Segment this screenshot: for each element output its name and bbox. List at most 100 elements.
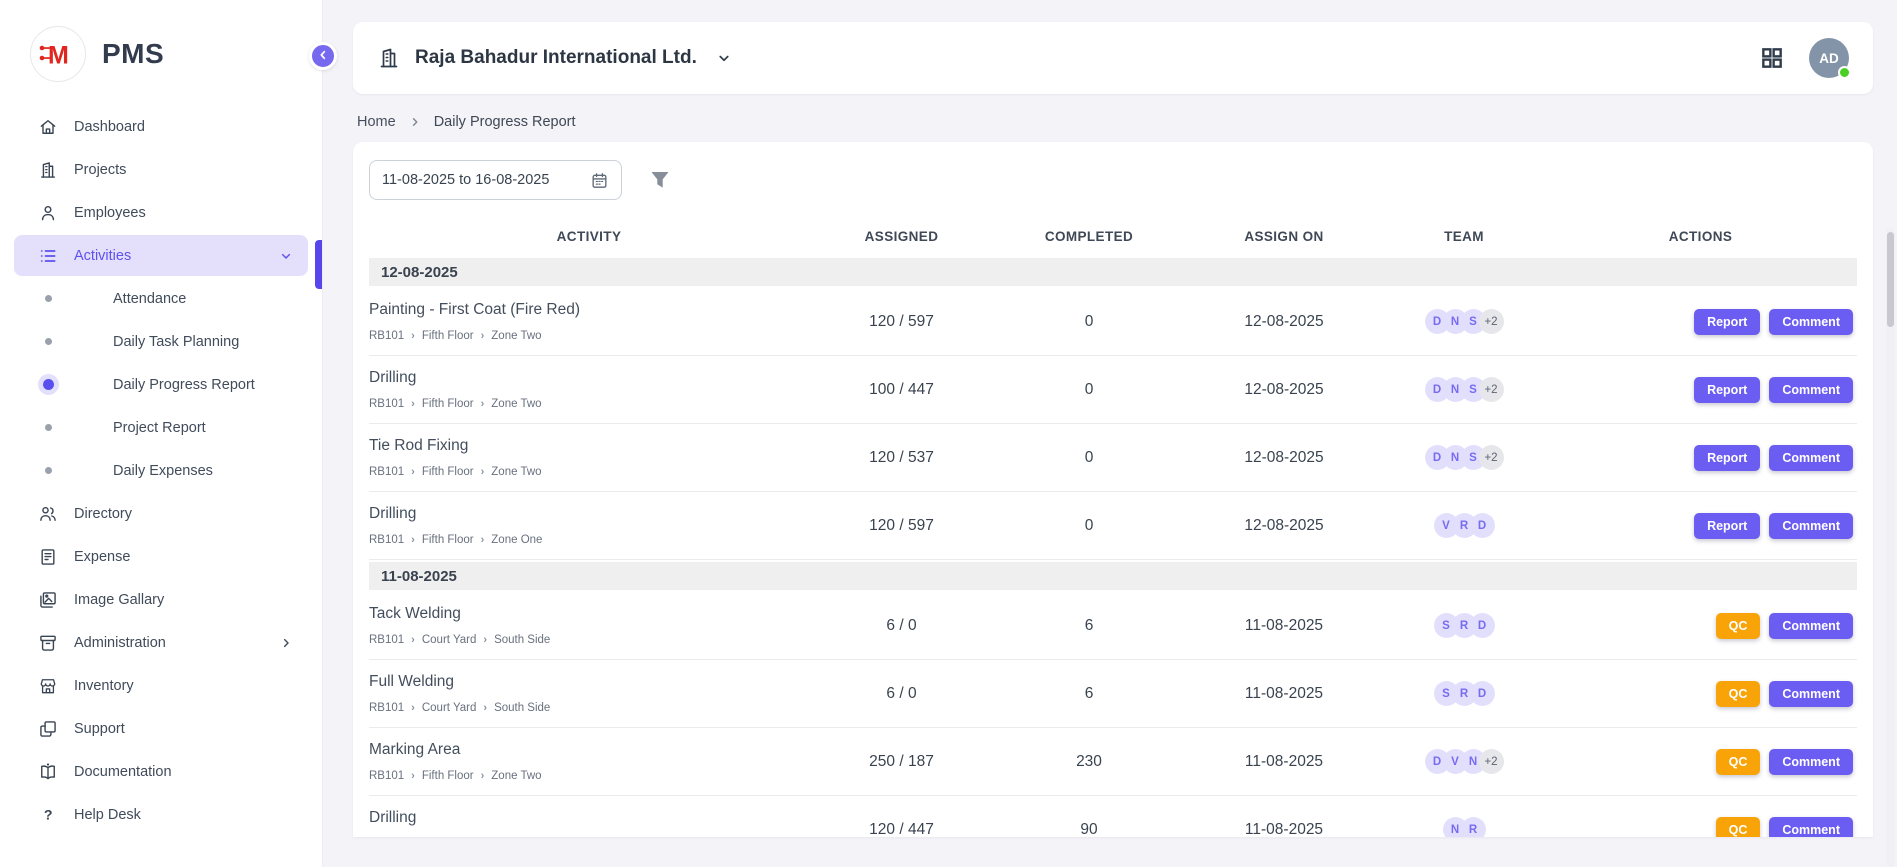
location-chevron-icon: › <box>483 701 488 714</box>
home-icon <box>38 117 58 137</box>
svg-text:?: ? <box>44 807 53 823</box>
comment-button[interactable]: Comment <box>1769 680 1853 707</box>
location-segment: South Side <box>494 702 551 714</box>
completed-value: 6 <box>1084 684 1094 702</box>
comment-button[interactable]: Comment <box>1769 816 1853 837</box>
sidebar-item-dashboard[interactable]: Dashboard <box>14 106 308 147</box>
sidebar-item-label: Dashboard <box>74 118 145 135</box>
comment-button[interactable]: Comment <box>1769 308 1853 335</box>
sidebar-item-inventory[interactable]: Inventory <box>14 665 308 706</box>
assigned-value: 100 / 447 <box>869 380 934 398</box>
location-chevron-icon: › <box>480 329 485 342</box>
user-avatar[interactable]: AD <box>1809 38 1851 79</box>
location-segment: Zone Two <box>491 398 542 410</box>
sidebar-item-image-gallary[interactable]: Image Gallary <box>14 579 308 620</box>
table-body: 12-08-2025 Painting - First Coat (Fire R… <box>369 258 1857 837</box>
sidebar-item-expense[interactable]: Expense <box>14 536 308 577</box>
comment-button[interactable]: Comment <box>1769 376 1853 403</box>
top-header: Raja Bahadur International Ltd. AD <box>353 22 1873 94</box>
page-scrollbar[interactable] <box>1886 228 1895 867</box>
team-member-avatar: R <box>1460 817 1486 837</box>
assigned-value: 250 / 187 <box>869 752 934 770</box>
apps-grid-icon[interactable] <box>1759 45 1785 71</box>
location-segment: Zone Two <box>491 330 542 342</box>
location-chevron-icon: › <box>411 397 415 410</box>
image-icon <box>38 590 58 610</box>
sidebar-item-activities[interactable]: Activities <box>14 235 308 276</box>
assign-on-date: 11-08-2025 <box>1244 820 1324 838</box>
completed-value: 6 <box>1084 616 1094 634</box>
qc-button[interactable]: QC <box>1715 748 1761 775</box>
location-segment: RB101 <box>369 398 405 410</box>
activity-title: Drilling <box>369 505 417 522</box>
team-member-avatar: D <box>1469 613 1495 638</box>
comment-button[interactable]: Comment <box>1769 512 1853 539</box>
chevron-down-icon <box>278 248 294 264</box>
bullet-dot-icon <box>38 467 58 474</box>
column-team: TEAM <box>1444 228 1484 244</box>
assign-on-date: 11-08-2025 <box>1244 752 1324 770</box>
calendar-icon[interactable] <box>590 171 609 190</box>
team-member-avatar: D <box>1469 513 1495 538</box>
bullet-dot-icon <box>38 295 58 302</box>
location-segment: RB101 <box>369 534 405 546</box>
company-selector[interactable]: Raja Bahadur International Ltd. <box>377 46 733 70</box>
report-button[interactable]: Report <box>1694 308 1761 335</box>
assigned-value: 6 / 0 <box>886 616 917 634</box>
activity-title: Painting - First Coat (Fire Red) <box>369 301 581 318</box>
chevron-left-icon <box>315 47 331 66</box>
comment-button[interactable]: Comment <box>1769 612 1853 639</box>
comment-button[interactable]: Comment <box>1769 444 1853 471</box>
comment-button[interactable]: Comment <box>1769 748 1853 775</box>
activity-title: Drilling <box>369 369 417 386</box>
location-segment: Fifth Floor <box>421 330 474 342</box>
qc-button[interactable]: QC <box>1715 680 1761 707</box>
main-area: Raja Bahadur International Ltd. AD Home … <box>323 0 1897 867</box>
assigned-value: 120 / 597 <box>869 312 934 330</box>
report-button[interactable]: Report <box>1694 376 1761 403</box>
sidebar-subitem-daily-task-planning[interactable]: Daily Task Planning <box>14 321 308 362</box>
sidebar-item-support[interactable]: Support <box>14 708 308 749</box>
table-row: Drilling RB101 › Fifth Floor › Zone One 120 … <box>369 492 1857 560</box>
date-group-band: 11-08-2025 <box>369 562 1857 590</box>
filter-funnel-icon[interactable] <box>648 168 672 192</box>
sidebar-subitem-project-report[interactable]: Project Report <box>14 407 308 448</box>
qc-button[interactable]: QC <box>1715 612 1761 639</box>
report-button[interactable]: Report <box>1694 444 1761 471</box>
qc-button[interactable]: QC <box>1715 816 1761 837</box>
sidebar-subitem-daily-expenses[interactable]: Daily Expenses <box>14 450 308 491</box>
report-button[interactable]: Report <box>1694 512 1761 539</box>
location-chevron-icon: › <box>411 329 415 342</box>
location-segment: RB101 <box>369 702 405 714</box>
sidebar-item-help-desk[interactable]: ? Help Desk <box>14 794 308 835</box>
sidebar-item-administration[interactable]: Administration <box>14 622 308 663</box>
activity-title: Tack Welding <box>369 605 461 622</box>
sidebar-subitem-label: Daily Expenses <box>113 462 213 479</box>
sidebar-subitem-attendance[interactable]: Attendance <box>14 278 308 319</box>
activity-title: Tie Rod Fixing <box>369 437 469 454</box>
sidebar-subitem-daily-progress-report[interactable]: Daily Progress Report <box>14 364 308 405</box>
sidebar-item-employees[interactable]: Employees <box>14 192 308 233</box>
location-segment: Zone Two <box>491 770 542 782</box>
chevron-right-icon <box>278 635 294 651</box>
scrollbar-thumb[interactable] <box>1887 232 1894 327</box>
sidebar-item-documentation[interactable]: Documentation <box>14 751 308 792</box>
svg-text:M: M <box>48 42 69 70</box>
sidebar-item-projects[interactable]: Projects <box>14 149 308 190</box>
date-range-picker[interactable] <box>369 160 622 200</box>
team-more-count: +2 <box>1478 377 1504 402</box>
person-icon <box>38 203 58 223</box>
location-segment: Fifth Floor <box>421 398 474 410</box>
active-item-indicator <box>315 240 322 289</box>
group-date: 12-08-2025 <box>381 263 458 281</box>
chevron-right-icon <box>408 115 422 129</box>
store-icon <box>38 676 58 696</box>
date-range-input[interactable] <box>382 172 580 188</box>
assign-on-date: 12-08-2025 <box>1244 312 1324 330</box>
team-more-count: +2 <box>1478 749 1504 774</box>
location-segment: Court Yard <box>421 702 477 714</box>
location-chevron-icon: › <box>480 397 485 410</box>
sidebar-item-directory[interactable]: Directory <box>14 493 308 534</box>
breadcrumb-home[interactable]: Home <box>357 114 396 130</box>
sidebar-collapse-button[interactable] <box>309 42 337 70</box>
